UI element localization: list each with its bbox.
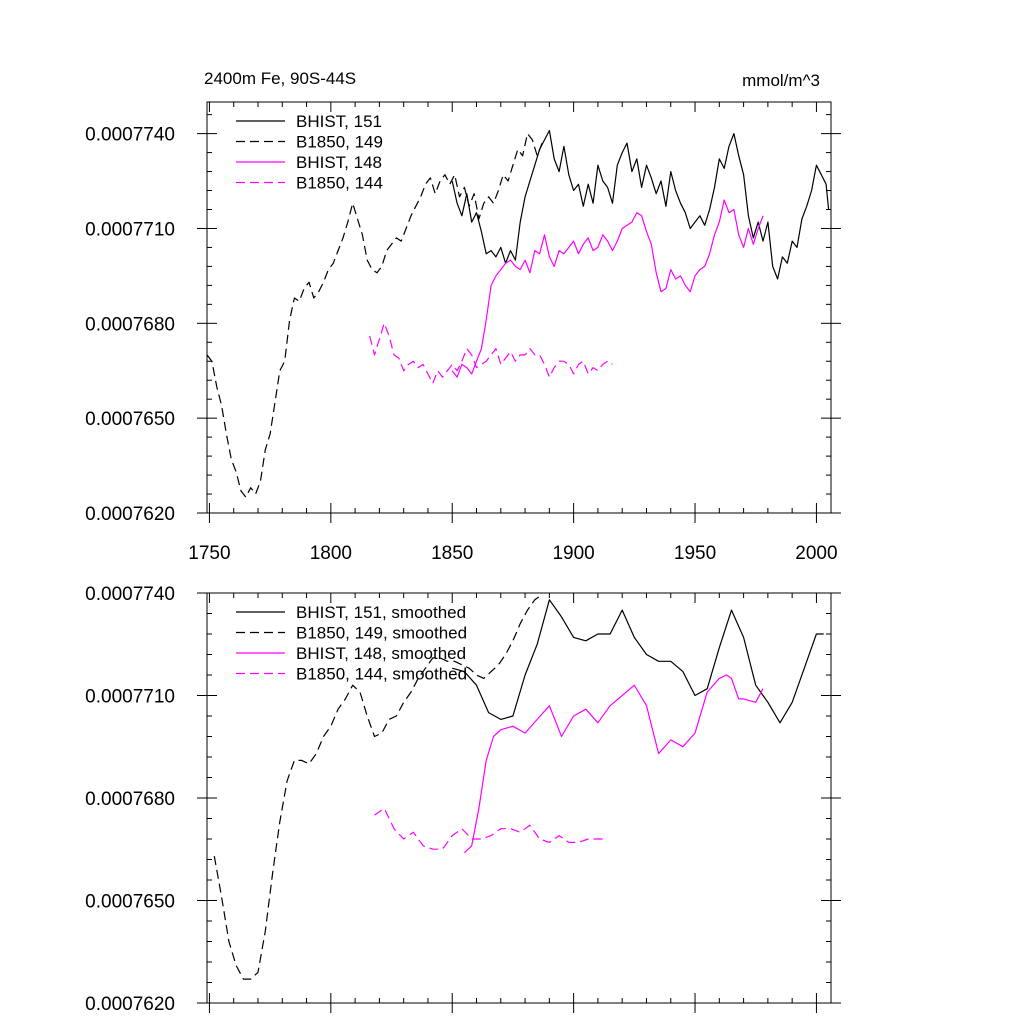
series-line — [451, 129, 830, 280]
units-label: mmol/m^3 — [742, 71, 820, 90]
series-line — [369, 322, 613, 384]
series-line — [463, 674, 764, 854]
x-tick-label: 1850 — [431, 543, 473, 564]
legend-label: BHIST, 148 — [296, 153, 382, 172]
y-tick-label: 0.0007740 — [85, 125, 175, 146]
y-tick-label: 0.0007740 — [85, 584, 175, 605]
series-line — [206, 133, 543, 498]
legend-label: B1850, 144, smoothed — [296, 665, 467, 684]
series-line — [374, 807, 608, 850]
x-tick-label: 1750 — [188, 543, 230, 564]
y-tick-label: 0.0007650 — [85, 892, 175, 913]
y-tick-label: 0.0007650 — [85, 409, 175, 430]
legend-label: BHIST, 151 — [296, 112, 382, 131]
y-tick-label: 0.0007680 — [85, 789, 175, 810]
series-line — [451, 199, 764, 378]
bottom-panel: 0.0007620 0.0007650 0.0007680 0.0007710 0.00… — [85, 584, 841, 1015]
plot-frame — [206, 101, 832, 514]
series-line — [452, 599, 824, 724]
y-tick-label: 0.0007680 — [85, 314, 175, 335]
x-tick-label: 1800 — [310, 543, 352, 564]
legend-label: BHIST, 151, smoothed — [296, 603, 466, 622]
top-panel: 2400m Fe, 90S-44S mmol/m^3 1750 1800 1850 1… — [85, 69, 841, 564]
legend-label: B1850, 149 — [296, 133, 383, 152]
y-tick-label: 0.0007710 — [85, 219, 175, 240]
y-tick-label: 0.0007620 — [85, 994, 175, 1015]
legend-label: B1850, 149, smoothed — [296, 624, 467, 643]
y-tick-label: 0.0007710 — [85, 687, 175, 708]
x-tick-label: 1950 — [674, 543, 716, 564]
series-line — [213, 595, 540, 980]
chart-title: 2400m Fe, 90S-44S — [204, 69, 356, 88]
legend-label: BHIST, 148, smoothed — [296, 644, 466, 663]
x-tick-label: 2000 — [795, 543, 837, 564]
x-tick-label: 1900 — [552, 543, 594, 564]
legend-label: B1850, 144 — [296, 174, 383, 193]
y-tick-label: 0.0007620 — [85, 504, 175, 525]
